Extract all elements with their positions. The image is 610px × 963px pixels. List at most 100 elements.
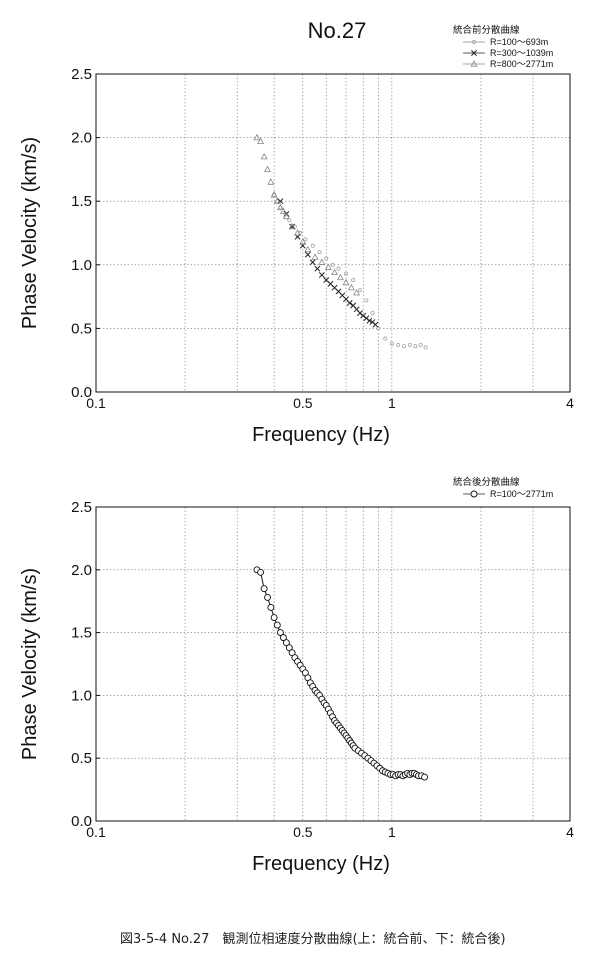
y-tick-label: 1.5 — [71, 625, 92, 642]
data-point — [299, 238, 307, 245]
legend-title: 統合後分散曲線 — [453, 476, 520, 488]
data-point — [289, 223, 296, 230]
y-tick-label: 1.0 — [71, 257, 92, 274]
legend-marker — [470, 490, 478, 498]
plot-frame — [95, 506, 571, 822]
data-point — [257, 568, 265, 576]
data-point — [347, 283, 355, 291]
legend-label: R=300～1039m — [490, 48, 553, 58]
series-3 — [253, 133, 361, 296]
data-point — [288, 222, 296, 230]
data-point — [282, 212, 290, 220]
y-tick-label: 1.5 — [71, 193, 92, 210]
data-point — [253, 133, 261, 141]
data-point — [383, 336, 388, 341]
data-point — [270, 614, 278, 621]
data-point — [279, 207, 287, 214]
data-point — [276, 629, 284, 637]
data-point — [264, 165, 272, 172]
series-1 — [272, 192, 428, 350]
x-axis-label: Frequency (Hz) — [252, 853, 390, 875]
data-point — [421, 773, 429, 781]
data-point — [267, 604, 275, 611]
grid — [96, 507, 570, 821]
y-tick-label: 0.5 — [71, 750, 92, 767]
x-tick-label: 0.1 — [86, 824, 106, 840]
data-point — [330, 262, 335, 267]
data-point — [423, 345, 428, 350]
data-point — [324, 256, 329, 261]
data-point — [260, 152, 268, 160]
data-point — [413, 344, 418, 349]
chart-title: No.27 — [308, 18, 367, 43]
y-tick-label: 0.0 — [71, 384, 92, 401]
data-point — [287, 218, 292, 223]
legend-marker — [470, 60, 478, 67]
chart-1: 0.0 0.5 1.0 1.5 2.0 2.5 0.1 0.5 1 4 Frequency (Hz)… — [19, 18, 574, 446]
plot-frame — [95, 73, 571, 393]
data-point — [257, 137, 265, 145]
y-tick-label: 2.0 — [71, 130, 92, 147]
data-point — [356, 310, 363, 317]
data-point — [317, 250, 322, 255]
data-point — [336, 266, 341, 271]
data-point — [294, 229, 302, 236]
data-point — [273, 197, 281, 204]
data-point — [309, 259, 316, 266]
data-point — [311, 253, 319, 260]
data-point — [314, 265, 321, 272]
data-point — [304, 245, 312, 253]
x-tick-label: 4 — [566, 824, 574, 840]
data-point — [318, 272, 325, 278]
legend-label: R=100～2771m — [490, 489, 553, 499]
data-point — [273, 621, 281, 629]
y-axis-label: Phase Velocity (km/s) — [19, 568, 41, 760]
x-tick-label: 1 — [388, 824, 396, 840]
x-tick-label: 0.1 — [86, 395, 106, 411]
data-point — [346, 300, 353, 306]
legend-marker — [472, 40, 476, 44]
y-tick-label: 2.5 — [71, 66, 92, 83]
series-1 — [253, 566, 429, 781]
data-point — [260, 585, 268, 593]
data-point — [389, 341, 394, 346]
data-point — [366, 317, 373, 324]
series-2 — [277, 198, 379, 328]
x-tick-label: 0.5 — [293, 395, 313, 411]
data-point — [304, 251, 311, 258]
y-tick-label: 0.0 — [71, 813, 92, 830]
grid — [96, 74, 570, 392]
legend-marker — [471, 50, 477, 56]
data-point — [372, 321, 379, 328]
data-point — [285, 644, 293, 652]
data-point — [396, 342, 401, 347]
y-tick-label: 2.0 — [71, 562, 92, 579]
data-point — [342, 278, 350, 286]
legend-title: 統合前分散曲線 — [453, 24, 520, 36]
data-point — [303, 237, 308, 242]
data-point — [276, 203, 284, 211]
data-point — [351, 278, 356, 283]
data-point — [270, 190, 278, 198]
data-point — [407, 342, 412, 347]
data-point — [357, 288, 362, 293]
legend-label: R=800～2771m — [490, 59, 553, 69]
x-axis-label: Frequency (Hz) — [252, 424, 390, 446]
y-tick-label: 2.5 — [71, 499, 92, 516]
data-point — [318, 258, 326, 265]
data-point — [282, 639, 290, 647]
data-point — [279, 634, 287, 642]
x-tick-label: 1 — [388, 395, 396, 411]
data-point — [344, 271, 348, 276]
data-point — [331, 268, 338, 276]
legend-label: R=100～693m — [490, 37, 548, 47]
data-point — [267, 178, 275, 185]
chart-2: 0.0 0.5 1.0 1.5 2.0 2.5 0.1 0.5 1 4 Frequency (Hz)… — [19, 476, 574, 875]
data-point — [353, 288, 361, 296]
y-tick-label: 0.5 — [71, 320, 92, 337]
data-point — [336, 273, 344, 281]
